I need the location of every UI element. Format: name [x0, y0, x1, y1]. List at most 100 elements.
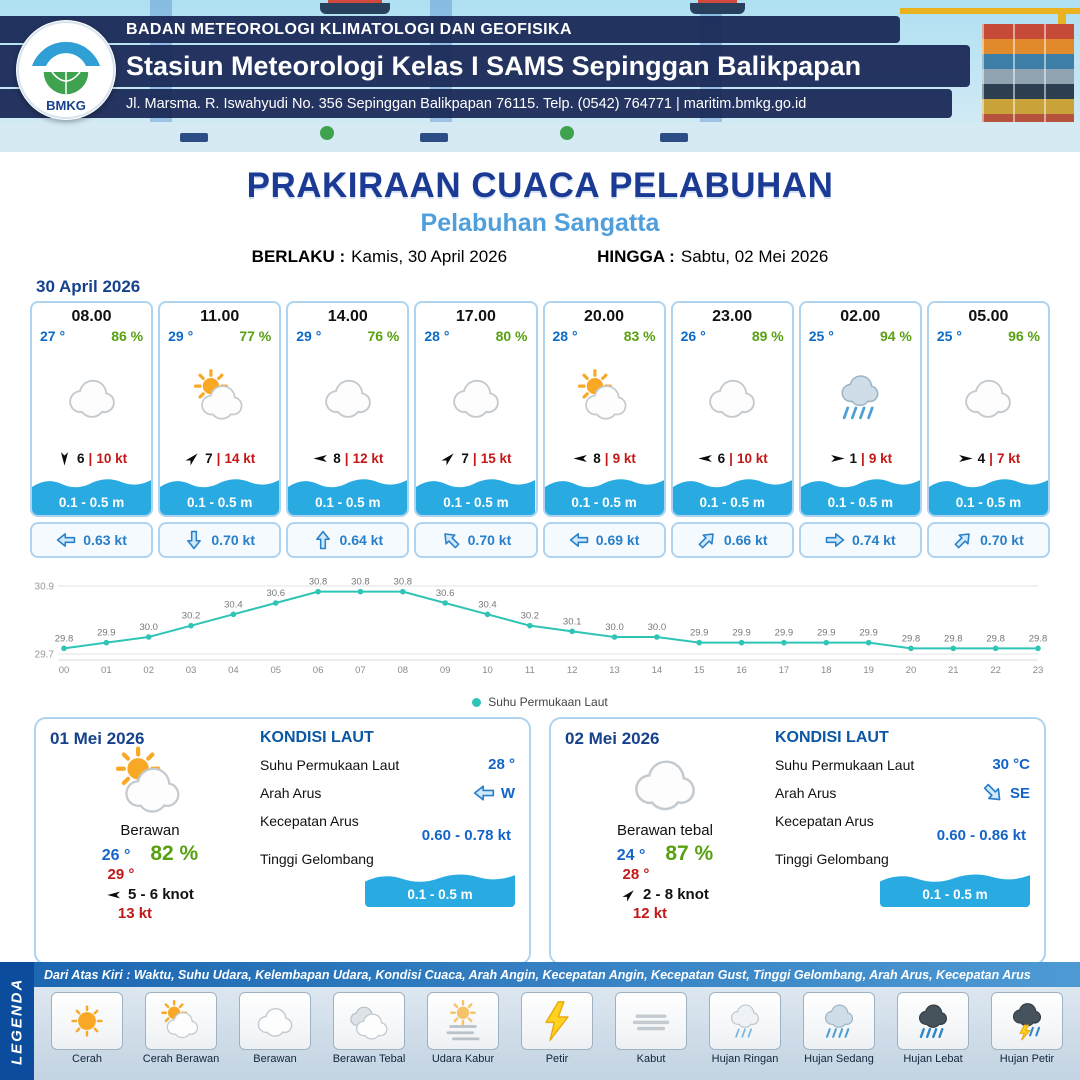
daily-date: 01 Mei 2026 — [50, 729, 145, 748]
sst-chart-wrap: 30.9 29.7 29.8 00 29.9 01 30.0 02 30.2 03 30.4 04 30… — [0, 566, 1080, 709]
current-direction-arrow — [825, 533, 845, 547]
air-temperature: 28 ° — [424, 328, 450, 344]
legend-items-row: Cerah Cerah Berawan Berawan Berawan Teba… — [34, 987, 1080, 1080]
legend-item: Hujan Lebat — [888, 992, 978, 1065]
wind-direction-arrow — [313, 454, 328, 463]
legend-icon-card — [803, 992, 875, 1050]
svg-text:22: 22 — [990, 665, 1001, 676]
wave-icon — [672, 479, 792, 515]
current-direction-value: SE — [982, 782, 1030, 804]
forecast-column: 14.00 29 ° 76 % 8 | 12 kt 0.1 - 0.5 m 0.… — [286, 301, 410, 558]
current-box: 0.63 kt — [30, 522, 154, 558]
daily-temp-row: 24 ° 87 % — [617, 842, 714, 866]
humidity: 96 % — [1008, 328, 1040, 344]
weather-icon-wrap — [801, 344, 920, 450]
plant-decor — [320, 126, 334, 140]
current-speed: 0.64 kt — [339, 532, 384, 548]
wind-gust-divider: | — [861, 451, 865, 466]
current-speed-value: 0.60 - 0.78 kt — [421, 827, 511, 844]
current-box: 0.66 kt — [670, 522, 794, 558]
temp-humidity-row: 26 ° 89 % — [673, 326, 792, 344]
cerah-berawan-icon — [578, 369, 627, 420]
wind-gust-divider: | — [989, 451, 993, 466]
sea-condition-title: KONDISI LAUT — [259, 729, 374, 746]
svg-text:30.0: 30.0 — [648, 622, 667, 633]
wind-direction-arrow — [958, 454, 973, 463]
gust-speed: 10 kt — [736, 451, 768, 466]
humidity: 86 % — [111, 328, 144, 344]
forecast-column: 20.00 28 ° 83 % 8 | 9 kt 0.1 - 0.5 m 0.6… — [542, 301, 666, 558]
wave-icon — [416, 479, 536, 515]
hujan-petir-icon — [1012, 1003, 1042, 1041]
svg-text:30.6: 30.6 — [266, 588, 285, 599]
current-direction-arrow — [698, 533, 714, 549]
wind-speed: 6 — [77, 451, 85, 466]
daily-cards-row: 01 Mei 2026 Berawan 26 ° 82 % 29 ° 5 - 6… — [0, 717, 1080, 965]
daily-forecast-card: 01 Mei 2026 Berawan 26 ° 82 % 29 ° 5 - 6… — [34, 717, 531, 965]
forecast-column: 23.00 26 ° 89 % 6 | 10 kt 0.1 - 0.5 m 0.… — [670, 301, 794, 558]
legend-item-label: Udara Kabur — [431, 1053, 495, 1065]
wave-height: 0.1 - 0.5 m — [571, 495, 637, 510]
wind-speed: 7 — [461, 451, 469, 466]
svg-text:30.8: 30.8 — [309, 577, 328, 588]
wave-icon — [928, 479, 1048, 515]
current-direction-arrow — [57, 533, 76, 547]
forecast-time: 17.00 — [455, 308, 496, 325]
current-speed: 0.70 kt — [211, 532, 255, 548]
svg-text:30.6: 30.6 — [436, 588, 455, 599]
current-box: 0.69 kt — [542, 522, 666, 558]
forecast-column: 08.00 27 ° 86 % 6 | 10 kt 0.1 - 0.5 m 0.… — [30, 301, 154, 558]
hujan-lebat-icon — [918, 1004, 948, 1039]
humidity: 76 % — [367, 328, 400, 344]
daily-weather-icon-wrap — [627, 745, 703, 826]
forecast-date: 30 April 2026 — [36, 277, 141, 296]
current-speed: 0.63 kt — [83, 532, 127, 548]
gust-speed: 7 kt — [996, 451, 1021, 466]
wave-height: 0.1 - 0.5 m — [443, 495, 509, 510]
current-box: 0.70 kt — [926, 522, 1050, 558]
wind-direction-arrow — [107, 891, 121, 898]
cerah-berawan-icon — [115, 746, 180, 813]
svg-text:30.2: 30.2 — [182, 611, 201, 622]
temp-humidity-row: 28 ° 83 % — [545, 326, 664, 344]
ship-decor — [690, 0, 745, 14]
svg-text:14: 14 — [652, 665, 663, 676]
sea-condition-panel: KONDISI LAUT Suhu Permukaan Laut 30 °C A… — [775, 729, 1030, 953]
legend-item: Udara Kabur — [418, 992, 508, 1065]
svg-text:02: 02 — [143, 665, 154, 676]
wave-height: 0.1 - 0.5 m — [827, 495, 893, 510]
current-direction-arrow — [187, 530, 202, 550]
svg-text:00: 00 — [59, 665, 70, 676]
legend-item-label: Hujan Ringan — [711, 1053, 779, 1065]
svg-text:30.4: 30.4 — [224, 599, 243, 610]
legend-item-label: Kabut — [636, 1053, 666, 1065]
weather-icon-wrap — [288, 344, 407, 450]
gust-speed: 15 kt — [480, 451, 512, 466]
svg-text:29.9: 29.9 — [690, 628, 709, 639]
daily-weather-summary: 02 Mei 2026 Berawan tebal 24 ° 87 % 28 °… — [565, 729, 765, 953]
wave-label: Tinggi Gelombang — [774, 851, 889, 867]
sst-row: Suhu Permukaan Laut 28 ° — [260, 756, 515, 773]
valid-from-value: Kamis, 30 April 2026 — [351, 247, 508, 266]
gust-speed: 12 kt — [352, 451, 384, 466]
wave-height: 0.1 - 0.5 m — [699, 495, 765, 510]
current-direction-arrow — [954, 533, 970, 549]
weather-icon-wrap — [929, 344, 1048, 450]
svg-text:21: 21 — [948, 665, 959, 676]
air-temperature: 29 ° — [168, 328, 194, 344]
hujan-sedang-icon — [824, 1004, 854, 1038]
svg-text:13: 13 — [609, 665, 620, 676]
ship-decor — [320, 0, 390, 14]
weather-icon-wrap — [160, 344, 279, 450]
agency-name: BADAN METEOROLOGI KLIMATOLOGI DAN GEOFIS… — [0, 16, 900, 43]
legend-item-label: Hujan Petir — [999, 1053, 1055, 1065]
valid-until-value: Sabtu, 02 Mei 2026 — [680, 247, 829, 266]
temp-humidity-row: 29 ° 77 % — [160, 326, 279, 344]
svg-text:15: 15 — [694, 665, 705, 676]
crane-icon — [900, 8, 1080, 14]
sea-condition-panel: KONDISI LAUT Suhu Permukaan Laut 28 ° Ar… — [260, 729, 515, 953]
daily-humidity: 82 % — [150, 842, 199, 865]
legend-item: Berawan Tebal — [324, 992, 414, 1065]
current-direction-value: W — [473, 782, 515, 804]
air-temperature: 28 ° — [552, 328, 578, 344]
